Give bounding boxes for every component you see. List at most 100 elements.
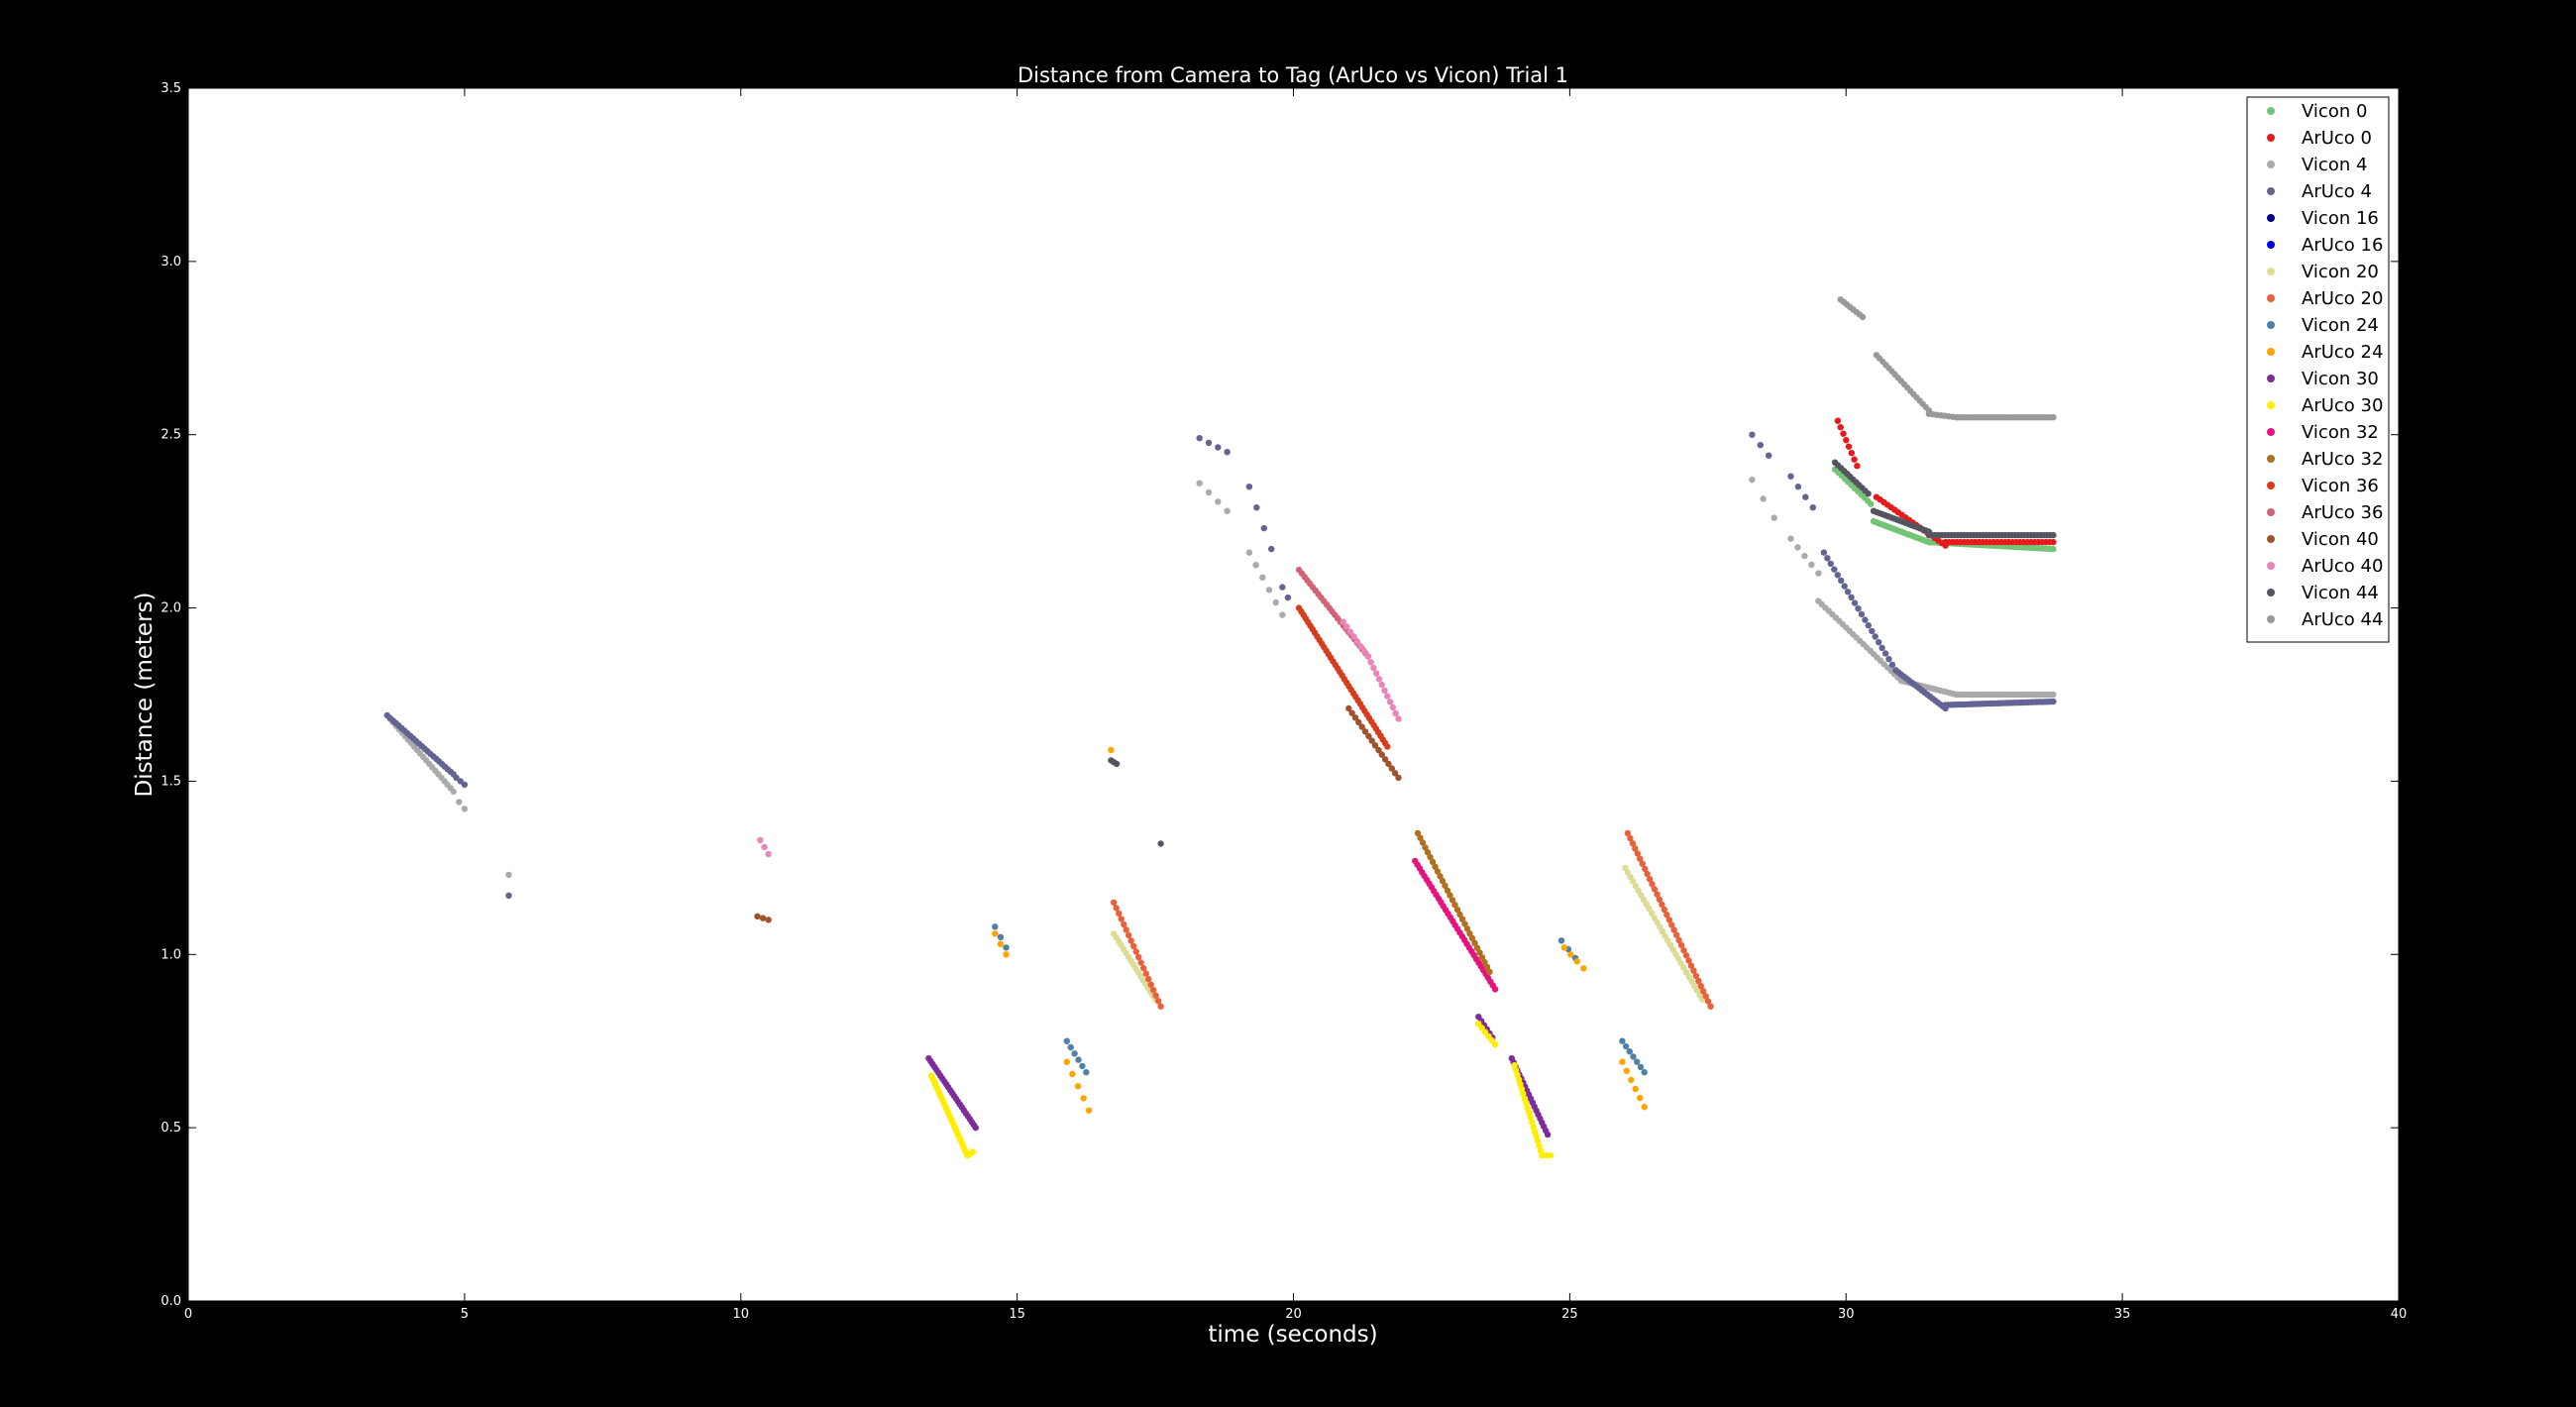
legend-label: ArUco 32 (2302, 449, 2383, 470)
data-point (1116, 910, 1123, 918)
data-point (2050, 538, 2057, 546)
data-point (1530, 1124, 1537, 1131)
data-point (1080, 1095, 1087, 1102)
data-point (1876, 639, 1882, 646)
data-point (1624, 829, 1632, 837)
y-tick-label: 0.0 (161, 1294, 181, 1309)
data-point (1272, 598, 1279, 606)
legend-label: ArUco 4 (2302, 181, 2372, 202)
data-point (1461, 920, 1468, 927)
data-point (1659, 901, 1665, 909)
x-tick-label: 5 (461, 1307, 469, 1322)
data-point (1802, 493, 1809, 500)
data-point (761, 843, 768, 851)
data-point (1085, 1107, 1093, 1114)
data-point (1634, 850, 1642, 857)
data-point (1771, 514, 1777, 521)
series-vicon-40 (754, 704, 1402, 923)
data-point (1348, 709, 1355, 716)
data-point (1787, 535, 1794, 542)
legend-label: Vicon 24 (2302, 315, 2379, 336)
y-tick-label: 2.5 (161, 428, 181, 443)
data-point (1126, 931, 1132, 939)
y-tick-label: 1.0 (161, 947, 181, 962)
data-point (1375, 676, 1383, 683)
data-point (757, 836, 764, 844)
data-point (1260, 524, 1268, 532)
data-point (505, 871, 512, 879)
data-point (453, 774, 460, 782)
data-point (1665, 917, 1673, 923)
data-point (1661, 906, 1668, 914)
data-point (2050, 414, 2057, 421)
data-point (1634, 1058, 1641, 1065)
data-point (1787, 473, 1794, 480)
legend-marker (2267, 348, 2275, 356)
data-point (1346, 628, 1354, 635)
data-point (1466, 930, 1473, 937)
data-point (1395, 774, 1402, 782)
data-point (1432, 863, 1439, 870)
y-tick-label: 3.5 (161, 81, 181, 96)
data-point (1130, 942, 1137, 950)
data-point (1845, 443, 1853, 450)
data-point (1529, 1119, 1536, 1126)
data-point (1483, 963, 1491, 971)
data-point (1224, 449, 1231, 456)
data-point (2050, 531, 2057, 539)
data-point (1361, 648, 1368, 655)
series-aruco-44 (1837, 296, 2057, 421)
data-point (1468, 934, 1476, 942)
data-point (1854, 463, 1861, 470)
data-point (1851, 599, 1859, 606)
data-point (1434, 868, 1442, 875)
x-tick-label: 40 (2391, 1307, 2408, 1322)
data-point (1843, 437, 1850, 444)
data-point (1841, 583, 1848, 590)
data-point (1878, 644, 1885, 652)
y-tick-label: 0.5 (161, 1121, 181, 1136)
data-point (1196, 480, 1203, 487)
legend-marker (2267, 615, 2275, 623)
y-tick-label: 3.0 (161, 255, 181, 270)
data-point (1809, 504, 1817, 511)
data-point (1881, 650, 1889, 657)
data-point (1626, 1048, 1634, 1055)
data-point (1834, 417, 1842, 424)
data-point (1557, 937, 1565, 944)
data-point (1385, 760, 1392, 768)
data-point (1083, 1069, 1090, 1076)
data-point (1834, 572, 1842, 579)
data-point (754, 913, 761, 920)
legend-label: Vicon 36 (2302, 476, 2379, 496)
data-point (1361, 728, 1369, 735)
series-vicon-20 (1111, 864, 1706, 1003)
data-point (1074, 1083, 1082, 1090)
series-vicon-24 (992, 923, 1648, 1076)
legend-marker (2267, 401, 2275, 409)
data-point (1150, 987, 1157, 994)
data-point (1422, 844, 1429, 851)
data-point (1649, 881, 1656, 888)
data-point (1707, 1003, 1714, 1010)
data-point (2050, 691, 2057, 699)
data-point (1456, 911, 1463, 919)
data-point (1526, 1109, 1533, 1117)
legend-marker (2267, 161, 2275, 168)
data-point (1205, 439, 1213, 447)
data-point (1196, 435, 1203, 442)
data-point (1003, 944, 1010, 951)
data-point (1627, 834, 1634, 842)
data-point (1355, 718, 1362, 726)
data-point (1794, 484, 1802, 490)
x-tick-label: 15 (1009, 1307, 1025, 1322)
data-point (1367, 659, 1374, 666)
data-point (1384, 693, 1391, 700)
data-point (1629, 840, 1637, 847)
data-point (1865, 622, 1873, 629)
data-point (1544, 1131, 1552, 1138)
legend-label: ArUco 16 (2302, 235, 2383, 256)
data-point (972, 1124, 979, 1132)
data-point (1837, 424, 1844, 431)
data-point (1677, 941, 1685, 949)
